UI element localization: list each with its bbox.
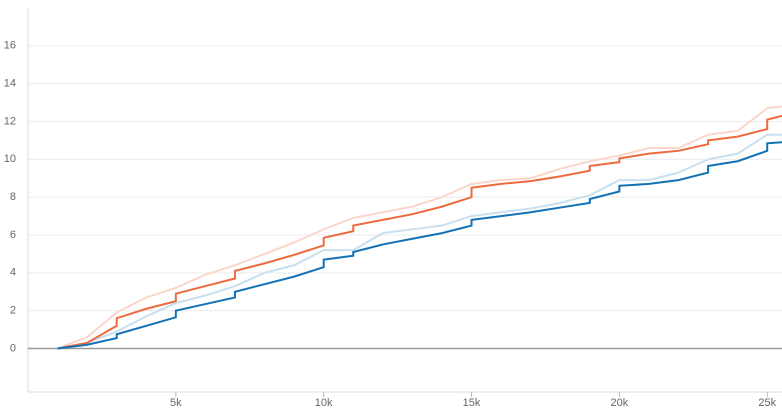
series-line (57, 114, 782, 350)
y-tick-label: 12 (4, 115, 16, 127)
y-tick-label: 8 (10, 191, 16, 203)
series-line (57, 141, 782, 350)
x-tick-label: 15k (463, 397, 481, 409)
x-tick-label: 10k (315, 397, 333, 409)
y-tick-label: 4 (10, 267, 16, 279)
x-tick-label: 25k (758, 397, 776, 409)
y-tick-label: 10 (4, 153, 16, 165)
y-tick-label: 14 (4, 78, 16, 90)
x-tick-label: 5k (170, 397, 182, 409)
y-tick-label: 0 (10, 342, 16, 354)
series-line (57, 133, 782, 350)
series-line (57, 105, 782, 350)
y-tick-label: 2 (10, 305, 16, 317)
y-tick-label: 16 (4, 40, 16, 52)
y-tick-label: 6 (10, 229, 16, 241)
x-tick-label: 20k (610, 397, 628, 409)
